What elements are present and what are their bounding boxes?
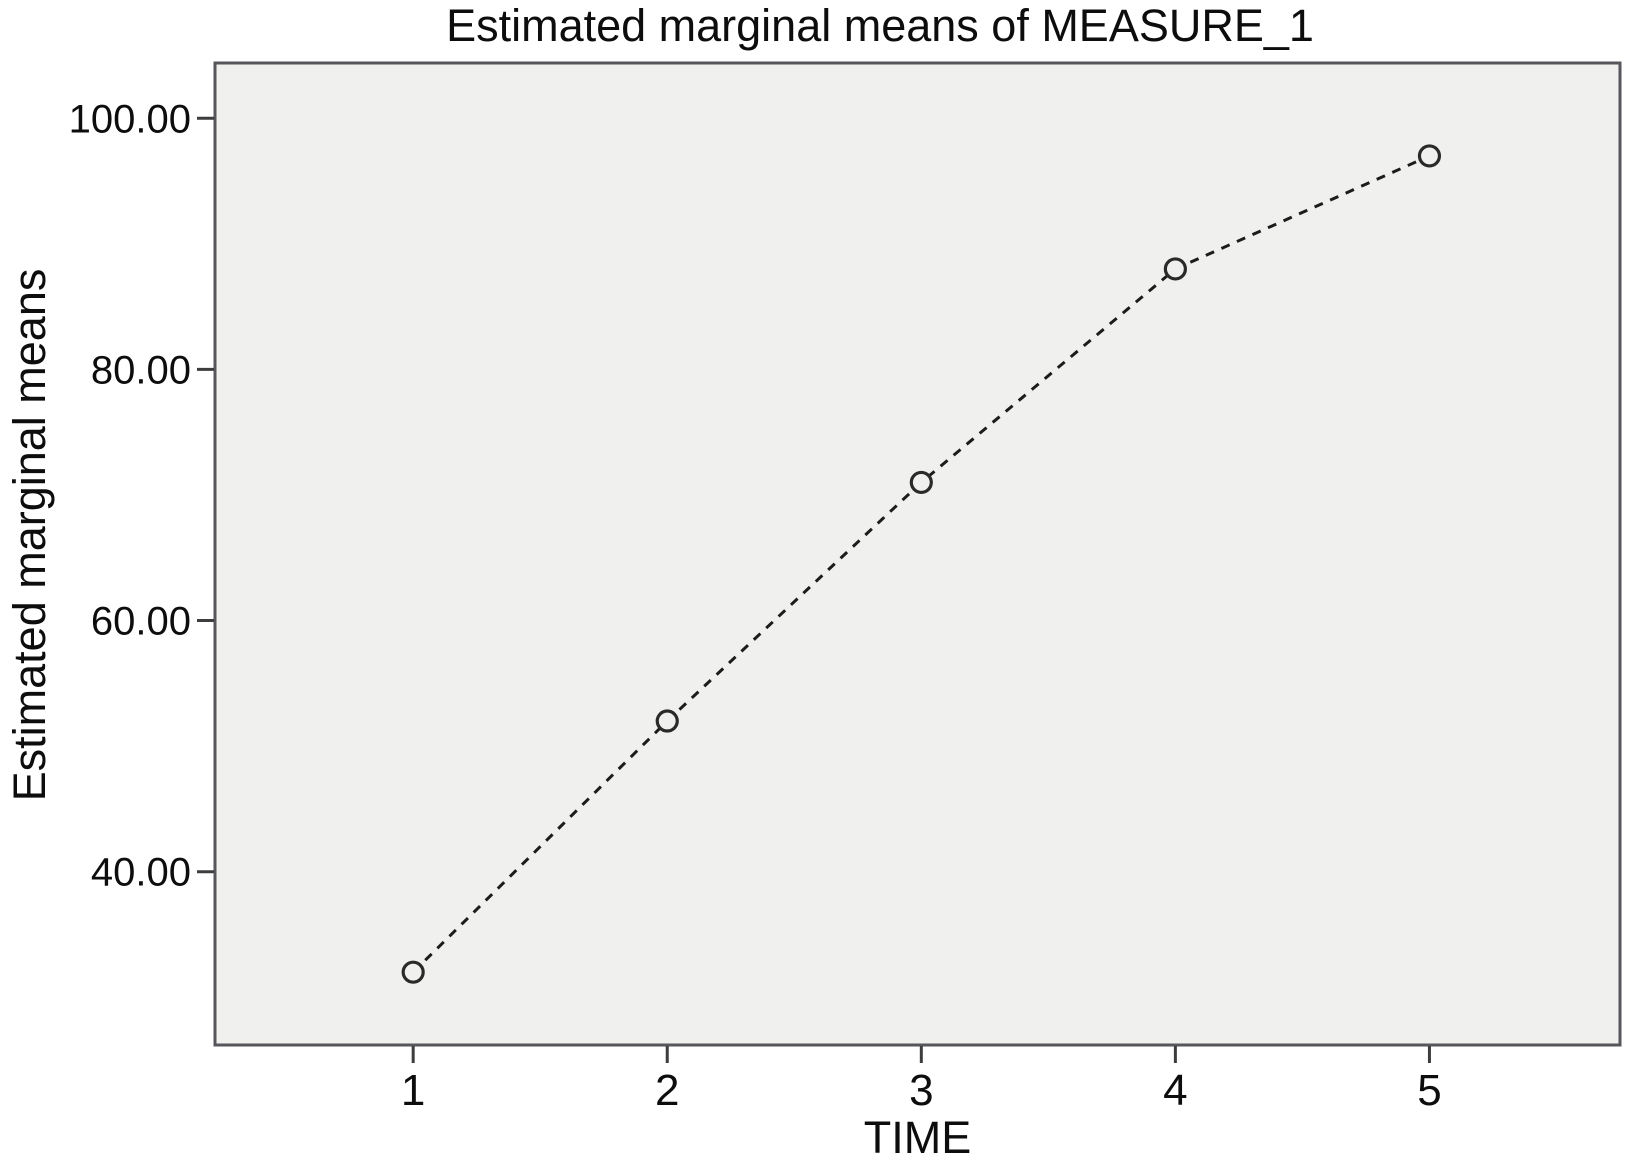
x-tick-label: 3 <box>909 1066 933 1115</box>
data-point-marker <box>1417 144 1442 168</box>
y-tick-label: 40.00 <box>91 851 191 895</box>
y-tick-label: 100.00 <box>69 97 191 141</box>
y-tick-label: 80.00 <box>91 348 191 392</box>
data-point-marker <box>401 960 425 984</box>
data-point-marker <box>655 709 679 733</box>
x-axis-title: TIME <box>863 1112 972 1163</box>
x-tick-label: 2 <box>655 1066 679 1115</box>
y-tick-label: 60.00 <box>91 600 191 644</box>
chart-title: Estimated marginal means of MEASURE_1 <box>446 0 1314 51</box>
x-tick-label: 5 <box>1417 1066 1441 1115</box>
data-point-marker <box>909 470 933 495</box>
plot-area <box>213 61 1622 1047</box>
x-tick-label: 1 <box>401 1066 425 1115</box>
x-tick-label: 4 <box>1163 1066 1187 1115</box>
data-point-marker <box>1163 257 1187 281</box>
